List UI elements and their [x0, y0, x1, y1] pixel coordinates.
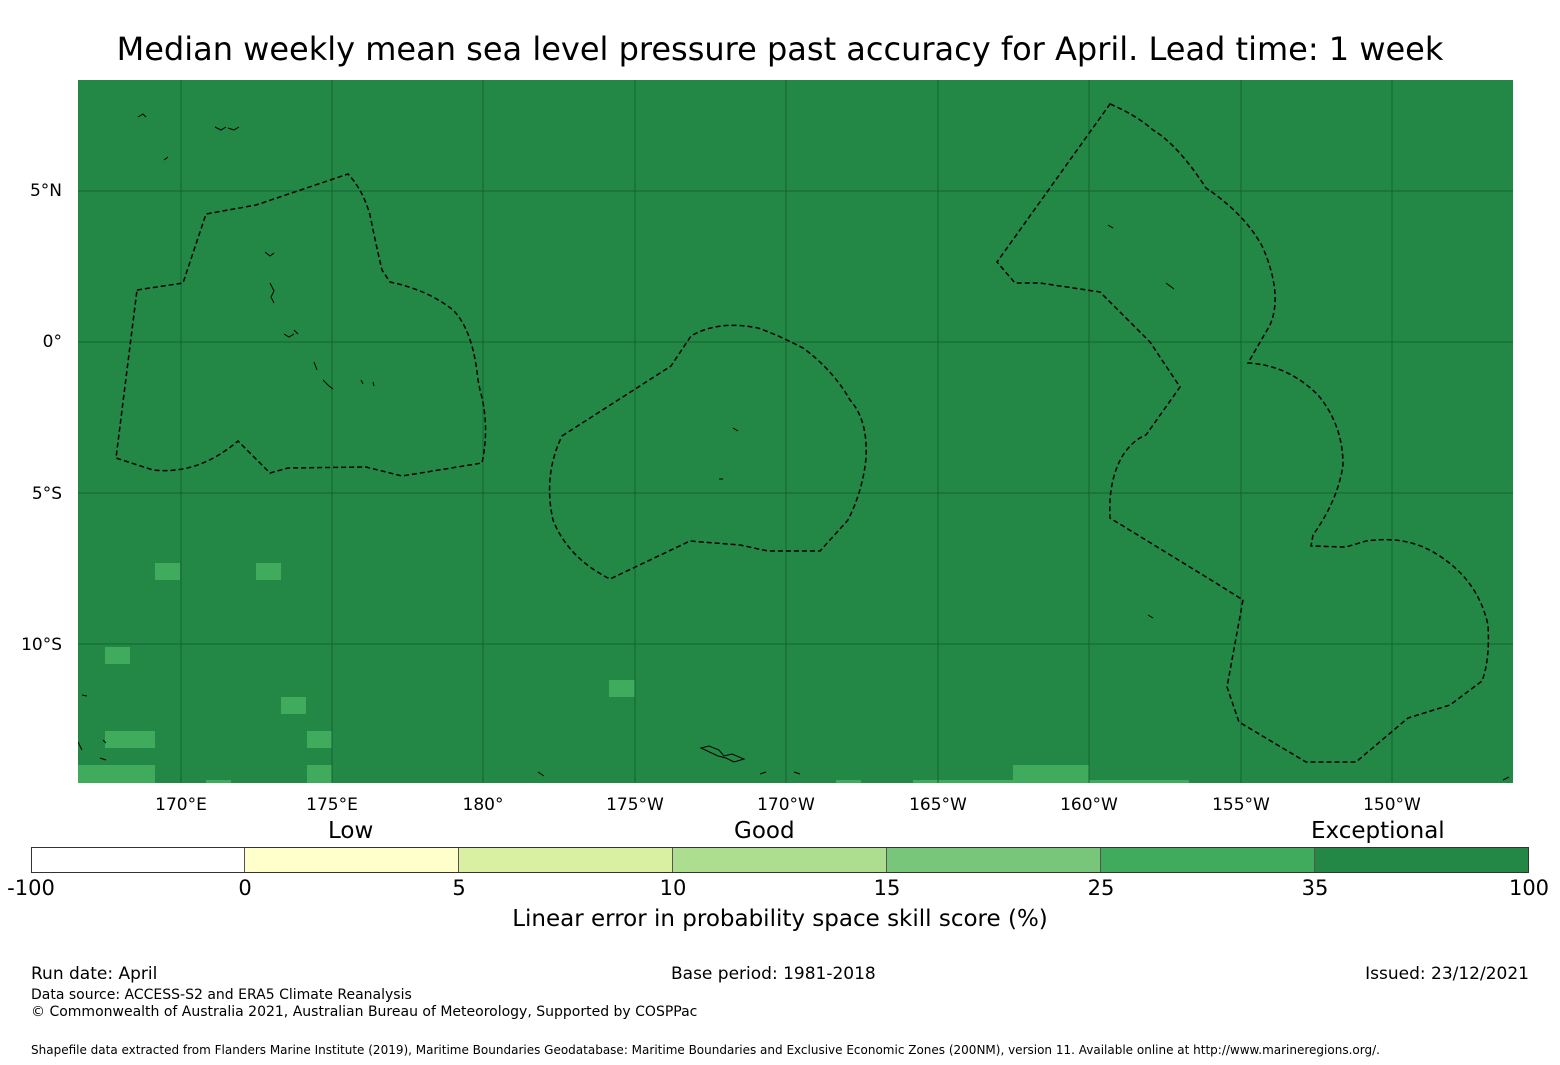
colorbar-tick: 25 — [1087, 876, 1115, 900]
eez-tokelau-samoa — [548, 324, 867, 580]
colorbar-tick: -100 — [7, 876, 55, 900]
colorbar-segment — [459, 847, 673, 873]
coastlines — [78, 113, 1510, 781]
issued-date: Issued: 23/12/2021 — [1365, 964, 1529, 984]
skill-patch — [105, 647, 130, 664]
category-low: Low — [328, 818, 374, 844]
base-period: Base period: 1981-2018 — [671, 964, 876, 984]
colorbar-frame — [31, 847, 1529, 873]
lon-label-175e: 175°E — [306, 795, 358, 815]
shapefile-credit: Shapefile data extracted from Flanders M… — [31, 1043, 1380, 1057]
eez-line-islands — [996, 103, 1490, 763]
skill-patch — [105, 731, 155, 748]
run-date: Run date: April — [31, 964, 158, 984]
lat-label-5s: 5°S — [31, 484, 62, 504]
colorbar-segment — [673, 847, 887, 873]
data-source: Data source: ACCESS-S2 and ERA5 Climate … — [31, 987, 412, 1003]
lon-label-155w: 155°W — [1212, 795, 1270, 815]
skill-patch — [155, 563, 180, 580]
colorbar-label: Linear error in probability space skill … — [512, 906, 1048, 932]
skill-patch — [307, 731, 332, 748]
skill-patch — [609, 680, 635, 697]
lon-label-165w: 165°W — [909, 795, 967, 815]
lat-label-0: 0° — [42, 332, 62, 352]
skill-patch — [1089, 780, 1189, 783]
eez-kiribati-gilbert — [115, 173, 487, 477]
colorbar-segment — [887, 847, 1101, 873]
colorbar-tick: 100 — [1508, 876, 1550, 900]
map-title: Median weekly mean sea level pressure pa… — [116, 30, 1444, 68]
colorbar-tick: 0 — [238, 876, 252, 900]
copyright: © Commonwealth of Australia 2021, Austra… — [31, 1004, 698, 1020]
skill-patch — [206, 780, 231, 783]
colorbar-tick: 15 — [873, 876, 901, 900]
skill-patch — [281, 697, 306, 714]
lon-label-160w: 160°W — [1060, 795, 1118, 815]
skill-patch — [307, 765, 332, 783]
lon-label-150w: 150°W — [1363, 795, 1421, 815]
eez-boundaries — [115, 103, 1490, 763]
lon-label-180: 180° — [462, 795, 504, 815]
lat-label-5n: 5°N — [29, 181, 62, 201]
skill-patch — [256, 563, 281, 580]
colorbar-tick: 10 — [659, 876, 687, 900]
graticule — [78, 80, 1513, 783]
lat-label-10s: 10°S — [21, 635, 62, 655]
lon-label-170e: 170°E — [155, 795, 207, 815]
skill-patch — [1013, 765, 1089, 783]
colorbar-tick: 35 — [1301, 876, 1329, 900]
colorbar — [31, 847, 1529, 873]
lon-label-175w: 175°W — [606, 795, 664, 815]
map-panel[interactable] — [78, 80, 1513, 783]
map-canvas — [78, 80, 1513, 783]
colorbar-segment — [31, 847, 245, 873]
category-good: Good — [734, 818, 795, 844]
skill-patch — [836, 780, 861, 783]
category-exceptional: Exceptional — [1311, 818, 1445, 844]
skill-patch — [78, 765, 155, 783]
skill-patch — [913, 780, 1013, 783]
colorbar-segment — [1101, 847, 1315, 873]
colorbar-tick: 5 — [452, 876, 466, 900]
lon-label-170w: 170°W — [757, 795, 815, 815]
skill-patches — [78, 563, 1189, 783]
colorbar-segment — [1315, 847, 1529, 873]
colorbar-segment — [245, 847, 459, 873]
